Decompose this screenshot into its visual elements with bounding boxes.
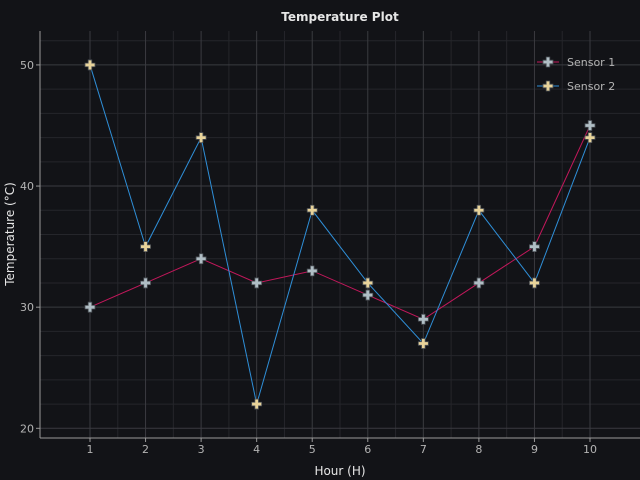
series-1-point-shape	[140, 277, 151, 289]
series-1-point-shape	[473, 277, 485, 289]
series-1-point-shape	[195, 253, 207, 265]
series-2-markers	[84, 59, 596, 410]
series-1-point	[529, 241, 540, 253]
y-tick-label: 20	[20, 422, 34, 435]
series-1-point	[195, 253, 207, 265]
x-tick-label: 7	[420, 443, 427, 456]
axes: 1 2 3 4 5 6 7 8 9 10 20 30 40 50	[20, 31, 640, 456]
series-2-point	[195, 132, 207, 143]
series-2-point-shape	[306, 204, 318, 216]
series-2-point	[417, 338, 429, 349]
series-1-point	[140, 277, 151, 289]
legend-swatch-marker	[542, 80, 554, 92]
series-1-point-shape	[306, 265, 318, 277]
series-2-point	[140, 241, 151, 253]
legend-entry-2: Sensor 2	[537, 80, 615, 93]
x-axis-label: Hour (H)	[314, 464, 365, 478]
series-1-point	[84, 301, 96, 313]
y-axis-label: Temperature (°C)	[3, 182, 17, 287]
series-2-point	[584, 132, 596, 143]
series-1-line	[89, 125, 591, 320]
legend-swatch-marker-shape	[542, 56, 554, 68]
series-1-point	[417, 313, 429, 325]
chart-title: Temperature Plot	[281, 10, 399, 24]
series-2-point-shape	[584, 132, 596, 143]
x-tick-label: 4	[253, 443, 260, 456]
legend-label: Sensor 2	[567, 80, 615, 93]
series-2-point	[529, 277, 540, 289]
series-1-point	[251, 277, 263, 289]
legend-entry-1: Sensor 1	[537, 56, 615, 69]
y-tick-label: 30	[20, 301, 34, 314]
series-2-point-shape	[529, 277, 540, 289]
series-2-point	[473, 204, 485, 216]
series-layer	[84, 59, 596, 410]
x-tick-label: 8	[475, 443, 482, 456]
series-2-point-shape	[362, 277, 374, 289]
series-1-point	[473, 277, 485, 289]
series-2-point	[251, 398, 263, 410]
y-tick-label: 40	[20, 180, 34, 193]
series-2-line	[89, 64, 591, 405]
x-tick-label: 1	[87, 443, 94, 456]
x-tick-label: 5	[309, 443, 316, 456]
x-tick-label: 6	[364, 443, 371, 456]
series-2	[89, 64, 591, 405]
legend-swatch-marker-shape	[542, 80, 554, 92]
series-1-point	[584, 120, 596, 131]
series-2-point	[306, 204, 318, 216]
series-2-point-shape	[140, 241, 151, 253]
series-2-point-shape	[251, 398, 263, 410]
series-1-point-shape	[84, 301, 96, 313]
x-tick-label: 3	[198, 443, 205, 456]
series-2-point	[84, 59, 96, 71]
legend-swatch-marker	[542, 56, 554, 68]
grid	[40, 31, 640, 438]
series-1-point-shape	[417, 313, 429, 325]
series-1-point-shape	[251, 277, 263, 289]
series-2-point-shape	[417, 338, 429, 349]
series-1-point-shape	[584, 120, 596, 131]
series-2-point	[362, 277, 374, 289]
series-1-point	[306, 265, 318, 277]
series-2-point-shape	[473, 204, 485, 216]
y-tick-label: 50	[20, 59, 34, 72]
series-1-point-shape	[362, 289, 374, 301]
series-1-point	[362, 289, 374, 301]
x-tick-label: 9	[531, 443, 538, 456]
legend: Sensor 1 Sensor 2	[537, 56, 615, 93]
series-1-markers	[84, 120, 596, 325]
x-tick-label: 10	[583, 443, 597, 456]
series-1-point-shape	[529, 241, 540, 253]
series-1	[89, 125, 591, 320]
series-2-point-shape	[84, 59, 96, 71]
x-tick-label: 2	[142, 443, 149, 456]
series-2-point-shape	[195, 132, 207, 143]
legend-label: Sensor 1	[567, 56, 615, 69]
